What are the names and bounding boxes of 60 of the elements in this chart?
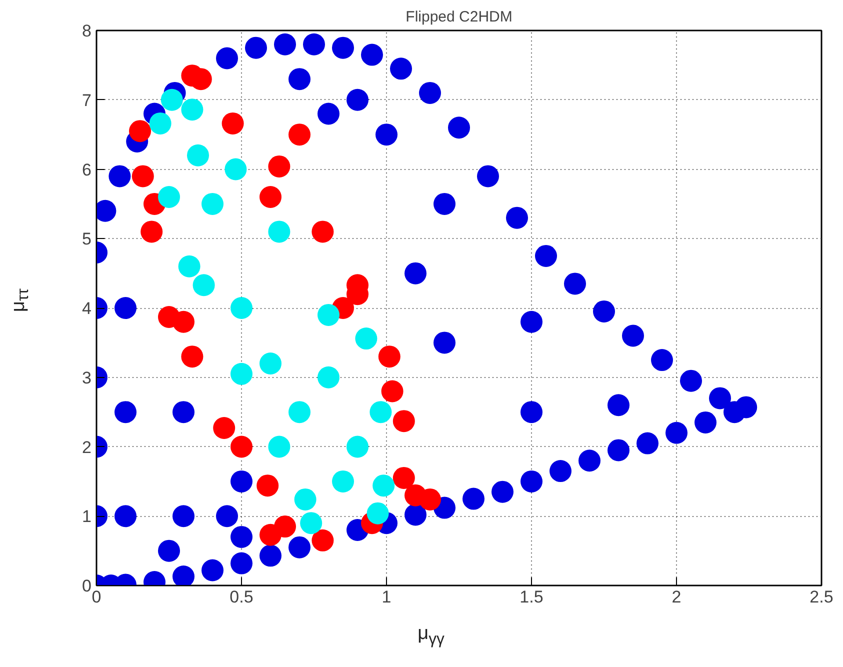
point bbox=[268, 155, 290, 178]
point bbox=[392, 410, 415, 432]
point bbox=[404, 484, 426, 506]
point bbox=[140, 220, 163, 243]
point bbox=[149, 112, 172, 134]
x-tick-label: 1 bbox=[382, 588, 392, 606]
point bbox=[230, 297, 252, 319]
point bbox=[222, 112, 244, 134]
y-tick-label: 4 bbox=[82, 299, 92, 318]
point bbox=[192, 274, 215, 296]
point bbox=[172, 310, 194, 333]
point bbox=[260, 186, 282, 208]
x-tick-label: 2 bbox=[672, 588, 682, 606]
point bbox=[274, 516, 296, 538]
point bbox=[288, 124, 310, 146]
point bbox=[372, 474, 395, 497]
x-tick-label: 0.5 bbox=[230, 588, 254, 606]
y-tick-label: 1 bbox=[82, 507, 92, 526]
y-tick-label: 7 bbox=[82, 90, 92, 110]
point bbox=[230, 362, 252, 385]
point bbox=[312, 529, 334, 552]
point bbox=[230, 436, 252, 458]
point bbox=[202, 192, 224, 215]
point bbox=[260, 352, 282, 374]
point bbox=[187, 144, 209, 166]
y-tick-label: 8 bbox=[82, 22, 92, 40]
point bbox=[160, 88, 183, 111]
point bbox=[381, 380, 404, 402]
point bbox=[332, 470, 354, 492]
point bbox=[178, 255, 200, 278]
point bbox=[370, 401, 392, 424]
x-tick-label: 1.5 bbox=[520, 588, 544, 606]
point bbox=[268, 220, 290, 243]
point bbox=[129, 120, 151, 142]
point bbox=[392, 466, 415, 489]
point bbox=[181, 98, 204, 121]
point bbox=[288, 401, 310, 424]
y-tick-label: 6 bbox=[82, 160, 92, 180]
x-axis-title: μ$_{γγ}$ bbox=[418, 622, 444, 650]
point bbox=[312, 220, 334, 243]
chart-title: Flipped C2HDM bbox=[406, 8, 512, 26]
y-tick-label: 5 bbox=[82, 230, 92, 249]
point bbox=[158, 186, 180, 208]
point bbox=[132, 165, 154, 188]
point bbox=[213, 417, 236, 439]
point bbox=[318, 304, 340, 326]
point bbox=[224, 158, 247, 180]
point bbox=[294, 488, 316, 510]
y-tick-label: 3 bbox=[82, 368, 92, 388]
x-tick-label: 2.5 bbox=[810, 588, 834, 606]
point bbox=[300, 512, 322, 534]
point bbox=[346, 436, 368, 458]
point bbox=[268, 436, 290, 458]
point bbox=[378, 346, 400, 368]
point bbox=[318, 366, 340, 388]
point bbox=[181, 346, 204, 368]
point bbox=[366, 502, 389, 524]
y-tick-label: 2 bbox=[82, 438, 92, 457]
point bbox=[256, 474, 279, 497]
point bbox=[355, 328, 378, 350]
